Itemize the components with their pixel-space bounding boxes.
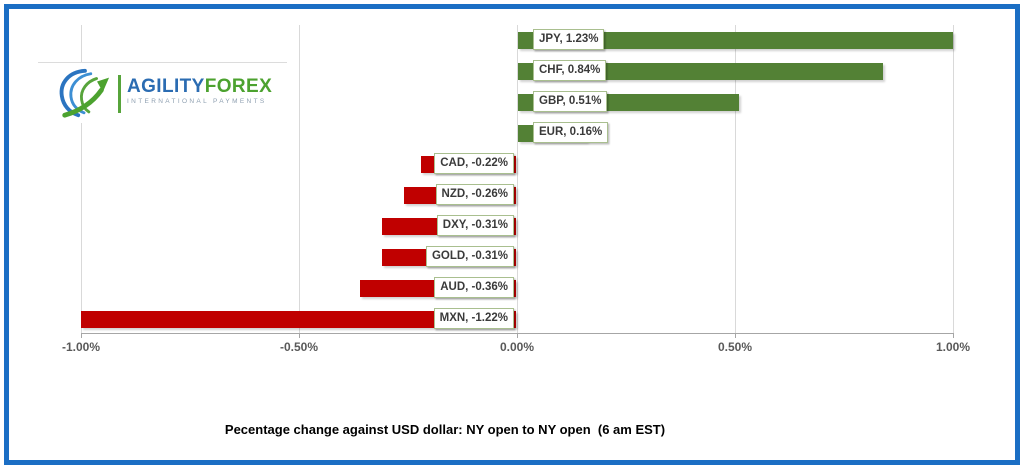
brand-tagline: INTERNATIONAL PAYMENTS [127,98,267,105]
axis-tick [517,333,518,338]
logo-box: AGILITYFOREX INTERNATIONAL PAYMENTS [38,62,287,123]
x-tick-label: 1.00% [935,340,971,354]
bar-label-chf: CHF, 0.84% [533,60,607,81]
gridline [517,25,518,333]
bar-mxn [81,311,516,328]
brand-primary: AGILITY [127,76,205,97]
axis-tick [953,333,954,338]
bar-label-eur: EUR, 0.16% [533,122,609,143]
x-axis-line [81,333,953,334]
x-tick-label: -0.50% [279,340,319,354]
axis-tick [81,333,82,338]
agilityforex-globe-icon [59,68,110,118]
x-tick-label: -1.00% [61,340,101,354]
bar-label-mxn: MXN, -1.22% [433,308,514,329]
bar-label-cad: CAD, -0.22% [434,153,514,174]
chart-title: Pecentage change against USD dollar: NY … [224,422,666,437]
bar-label-gold: GOLD, -0.31% [425,246,514,267]
axis-tick [299,333,300,338]
x-tick-label: 0.00% [499,340,535,354]
bar-label-jpy: JPY, 1.23% [533,29,605,50]
logo-text: AGILITYFOREX INTERNATIONAL PAYMENTS [127,77,272,105]
x-tick-label: 0.50% [717,340,753,354]
bar-label-dxy: DXY, -0.31% [436,215,514,236]
bar-label-nzd: NZD, -0.26% [435,184,514,205]
gridline [299,25,300,333]
bar-label-aud: AUD, -0.36% [434,277,514,298]
brand-name: AGILITYFOREX [127,77,272,96]
gridline [81,25,82,333]
axis-tick [735,333,736,338]
bar-chf [518,63,884,80]
gridline [953,25,954,333]
brand-secondary: FOREX [204,76,273,97]
logo-divider [118,75,121,113]
bar-jpy [518,32,953,49]
bar-label-gbp: GBP, 0.51% [533,91,608,112]
gridline [735,25,736,333]
